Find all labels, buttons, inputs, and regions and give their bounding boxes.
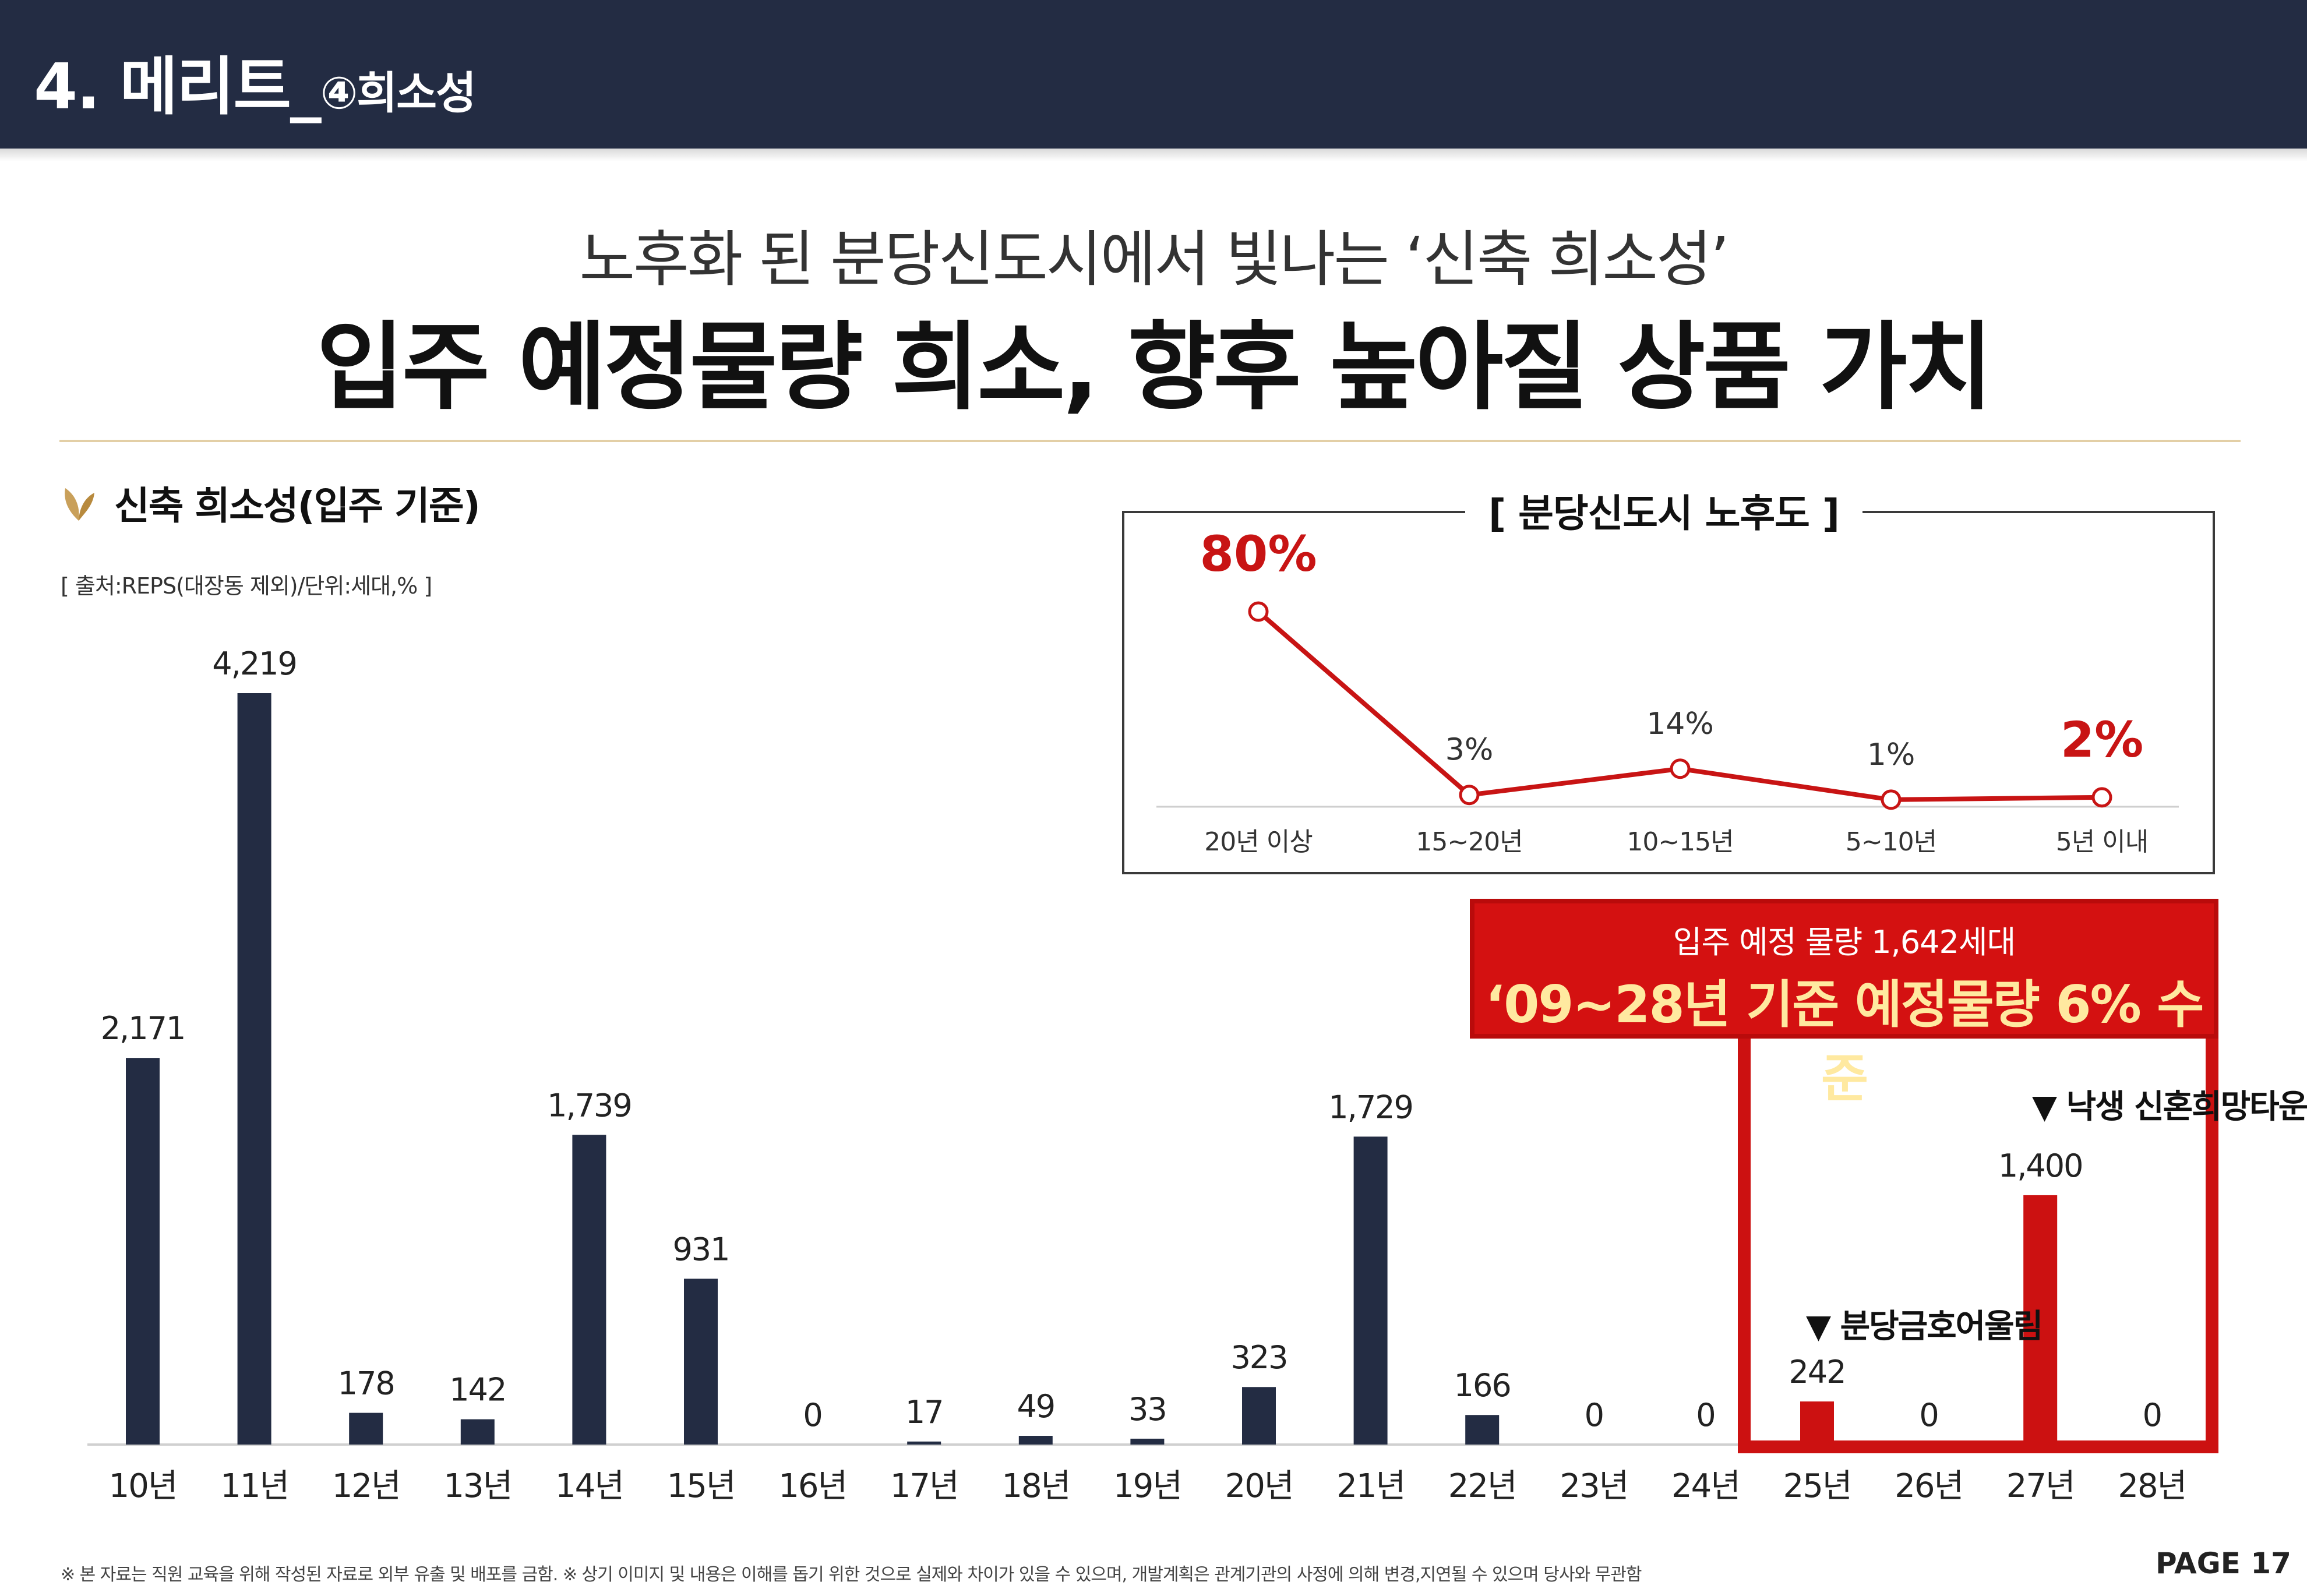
x-tick-label: 21년 xyxy=(1336,1467,1405,1505)
bar-11년 xyxy=(237,693,271,1445)
bar-22년 xyxy=(1465,1415,1500,1445)
x-tick-label: 28년 xyxy=(2118,1467,2186,1505)
bar-17년 xyxy=(907,1441,941,1445)
subtitle: 노후화 된 분당신도시에서 빛나는 ‘신축 희소성’ xyxy=(579,224,1729,295)
bar-value-label: 0 xyxy=(1585,1397,1603,1433)
x-tick-label: 26년 xyxy=(1895,1467,1963,1505)
bar-value-label: 931 xyxy=(672,1231,729,1267)
inset-value-label: 3% xyxy=(1445,733,1494,768)
bar-value-label: 242 xyxy=(1789,1354,1845,1390)
x-tick-label: 17년 xyxy=(890,1467,958,1505)
divider xyxy=(59,440,2241,442)
inset-point xyxy=(1670,758,1691,779)
inset-x-tick-label: 20년 이상 xyxy=(1204,827,1312,857)
bar-12년 xyxy=(349,1413,383,1445)
x-tick-label: 25년 xyxy=(1783,1467,1851,1505)
wheat-icon xyxy=(65,488,94,521)
x-tick-label: 10년 xyxy=(109,1467,177,1505)
bar-value-label: 166 xyxy=(1454,1367,1511,1404)
inset-point xyxy=(1459,785,1480,806)
bar-21년 xyxy=(1353,1136,1388,1445)
inset-x-tick-label: 5년 이내 xyxy=(2056,827,2148,857)
bar-13년 xyxy=(460,1419,495,1445)
page-subtitle: ④희소성 xyxy=(320,67,477,119)
inset-value-label: 1% xyxy=(1867,737,1916,772)
x-tick-label: 23년 xyxy=(1560,1467,1628,1505)
footer-note: ※ 본 자료는 직원 교육을 위해 작성된 자료로 외부 유출 및 배포를 금함… xyxy=(61,1565,1642,1585)
x-tick-label: 18년 xyxy=(1001,1467,1070,1505)
inset-point xyxy=(2091,787,2112,808)
bar-value-label: 49 xyxy=(1017,1388,1054,1425)
headline: 입주 예정물량 희소, 향후 높아질 상품 가치 xyxy=(316,312,1993,423)
bar-27년 xyxy=(2023,1195,2058,1445)
header-shadow xyxy=(0,149,2307,161)
x-tick-label: 22년 xyxy=(1448,1467,1516,1505)
bar-value-label: 178 xyxy=(338,1365,394,1402)
section-title-text: 신축 희소성(입주 기준) xyxy=(114,483,481,528)
x-tick-label: 24년 xyxy=(1671,1467,1740,1505)
callout-line1: 입주 예정 물량 1,642세대 xyxy=(1673,924,2016,961)
x-tick-label: 19년 xyxy=(1113,1467,1181,1505)
bar-value-label: 4,219 xyxy=(212,645,297,682)
bar-value-label: 1,729 xyxy=(1328,1089,1413,1125)
page-number: PAGE 17 xyxy=(2156,1546,2291,1580)
section-title: 신축 희소성(입주 기준) xyxy=(58,475,481,531)
inset-value-label: 14% xyxy=(1646,707,1714,741)
inset-x-tick-label: 15~20년 xyxy=(1416,827,1522,857)
bar-value-label: 0 xyxy=(1919,1397,1938,1433)
bar-value-label: 0 xyxy=(2143,1397,2161,1433)
x-tick-label: 13년 xyxy=(443,1467,512,1505)
annotation-25: ▼ 분당금호어울림 xyxy=(1806,1308,2043,1346)
bar-value-label: 0 xyxy=(803,1397,821,1433)
page-title: 4. 메리트_④희소성 xyxy=(34,51,477,123)
x-tick-label: 12년 xyxy=(332,1467,400,1505)
bar-value-label: 1,739 xyxy=(547,1087,632,1124)
source-note: [ 출처:REPS(대장동 제외)/단위:세대,% ] xyxy=(61,573,432,599)
bar-value-label: 2,171 xyxy=(101,1010,185,1047)
bar-25년 xyxy=(1800,1401,1834,1445)
x-tick-label: 16년 xyxy=(778,1467,846,1505)
bar-value-label: 1,400 xyxy=(1998,1147,2083,1184)
x-tick-label: 14년 xyxy=(555,1467,623,1505)
annotation-27: ▼ 낙생 신혼희망타운 xyxy=(2032,1088,2307,1126)
highlight-box xyxy=(1738,1034,2218,1453)
bar-value-label: 17 xyxy=(905,1394,943,1431)
bar-value-label: 323 xyxy=(1230,1339,1287,1376)
x-tick-label: 27년 xyxy=(2006,1467,2075,1505)
inset-point xyxy=(1881,789,1902,810)
x-tick-label: 15년 xyxy=(667,1467,735,1505)
inset-point xyxy=(1248,601,1269,622)
inset-value-label: 2% xyxy=(2061,711,2144,768)
bar-19년 xyxy=(1130,1438,1165,1445)
callout-box: 입주 예정 물량 1,642세대 ‘09~28년 기준 예정물량 6% 수준 xyxy=(1470,899,2218,1108)
bar-10년 xyxy=(126,1058,160,1445)
bar-18년 xyxy=(1018,1436,1053,1445)
inset-frame xyxy=(1122,511,2215,874)
bar-15년 xyxy=(684,1279,718,1445)
inset-x-tick-label: 5~10년 xyxy=(1846,827,1936,857)
bar-20년 xyxy=(1242,1387,1276,1445)
header-bar: 4. 메리트_④희소성 xyxy=(0,0,2307,149)
bar-value-label: 33 xyxy=(1128,1391,1166,1428)
bar-14년 xyxy=(572,1135,606,1445)
callout-line2: ‘09~28년 기준 예정물량 6% 수준 xyxy=(1485,974,2204,1108)
bar-value-label: 142 xyxy=(449,1372,506,1408)
x-tick-label: 20년 xyxy=(1225,1467,1293,1505)
inset-title: [ 분당신도시 노후도 ] xyxy=(1465,482,1863,538)
inset-value-label: 80% xyxy=(1200,525,1317,582)
x-tick-label: 11년 xyxy=(220,1467,288,1505)
bar-value-label: 0 xyxy=(1696,1397,1715,1433)
inset-x-tick-label: 10~15년 xyxy=(1627,827,1733,857)
